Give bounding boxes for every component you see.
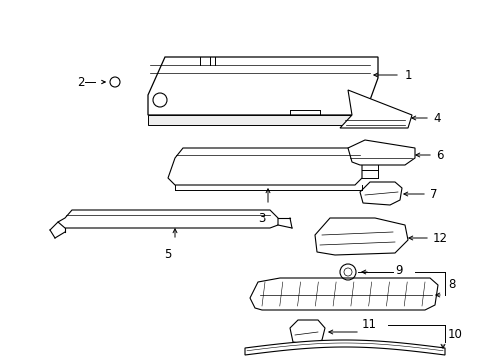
Text: 8: 8 [447, 278, 454, 291]
Polygon shape [249, 278, 437, 310]
Polygon shape [289, 320, 325, 345]
Polygon shape [347, 140, 414, 165]
Text: 12: 12 [432, 231, 447, 244]
Text: 9: 9 [394, 264, 402, 276]
Text: 3: 3 [258, 212, 265, 225]
Text: 4: 4 [432, 112, 440, 125]
Text: 5: 5 [164, 248, 171, 261]
Text: 10: 10 [447, 328, 462, 341]
Polygon shape [148, 115, 357, 125]
Text: 7: 7 [429, 188, 437, 201]
Text: 1: 1 [404, 68, 412, 81]
Polygon shape [148, 57, 377, 115]
Text: 6: 6 [435, 149, 443, 162]
Polygon shape [168, 148, 361, 185]
Text: 11: 11 [361, 319, 376, 332]
Polygon shape [339, 90, 411, 128]
Polygon shape [314, 218, 407, 255]
Polygon shape [359, 182, 401, 205]
Polygon shape [58, 210, 278, 228]
Text: 2: 2 [77, 76, 84, 89]
Polygon shape [244, 340, 444, 355]
